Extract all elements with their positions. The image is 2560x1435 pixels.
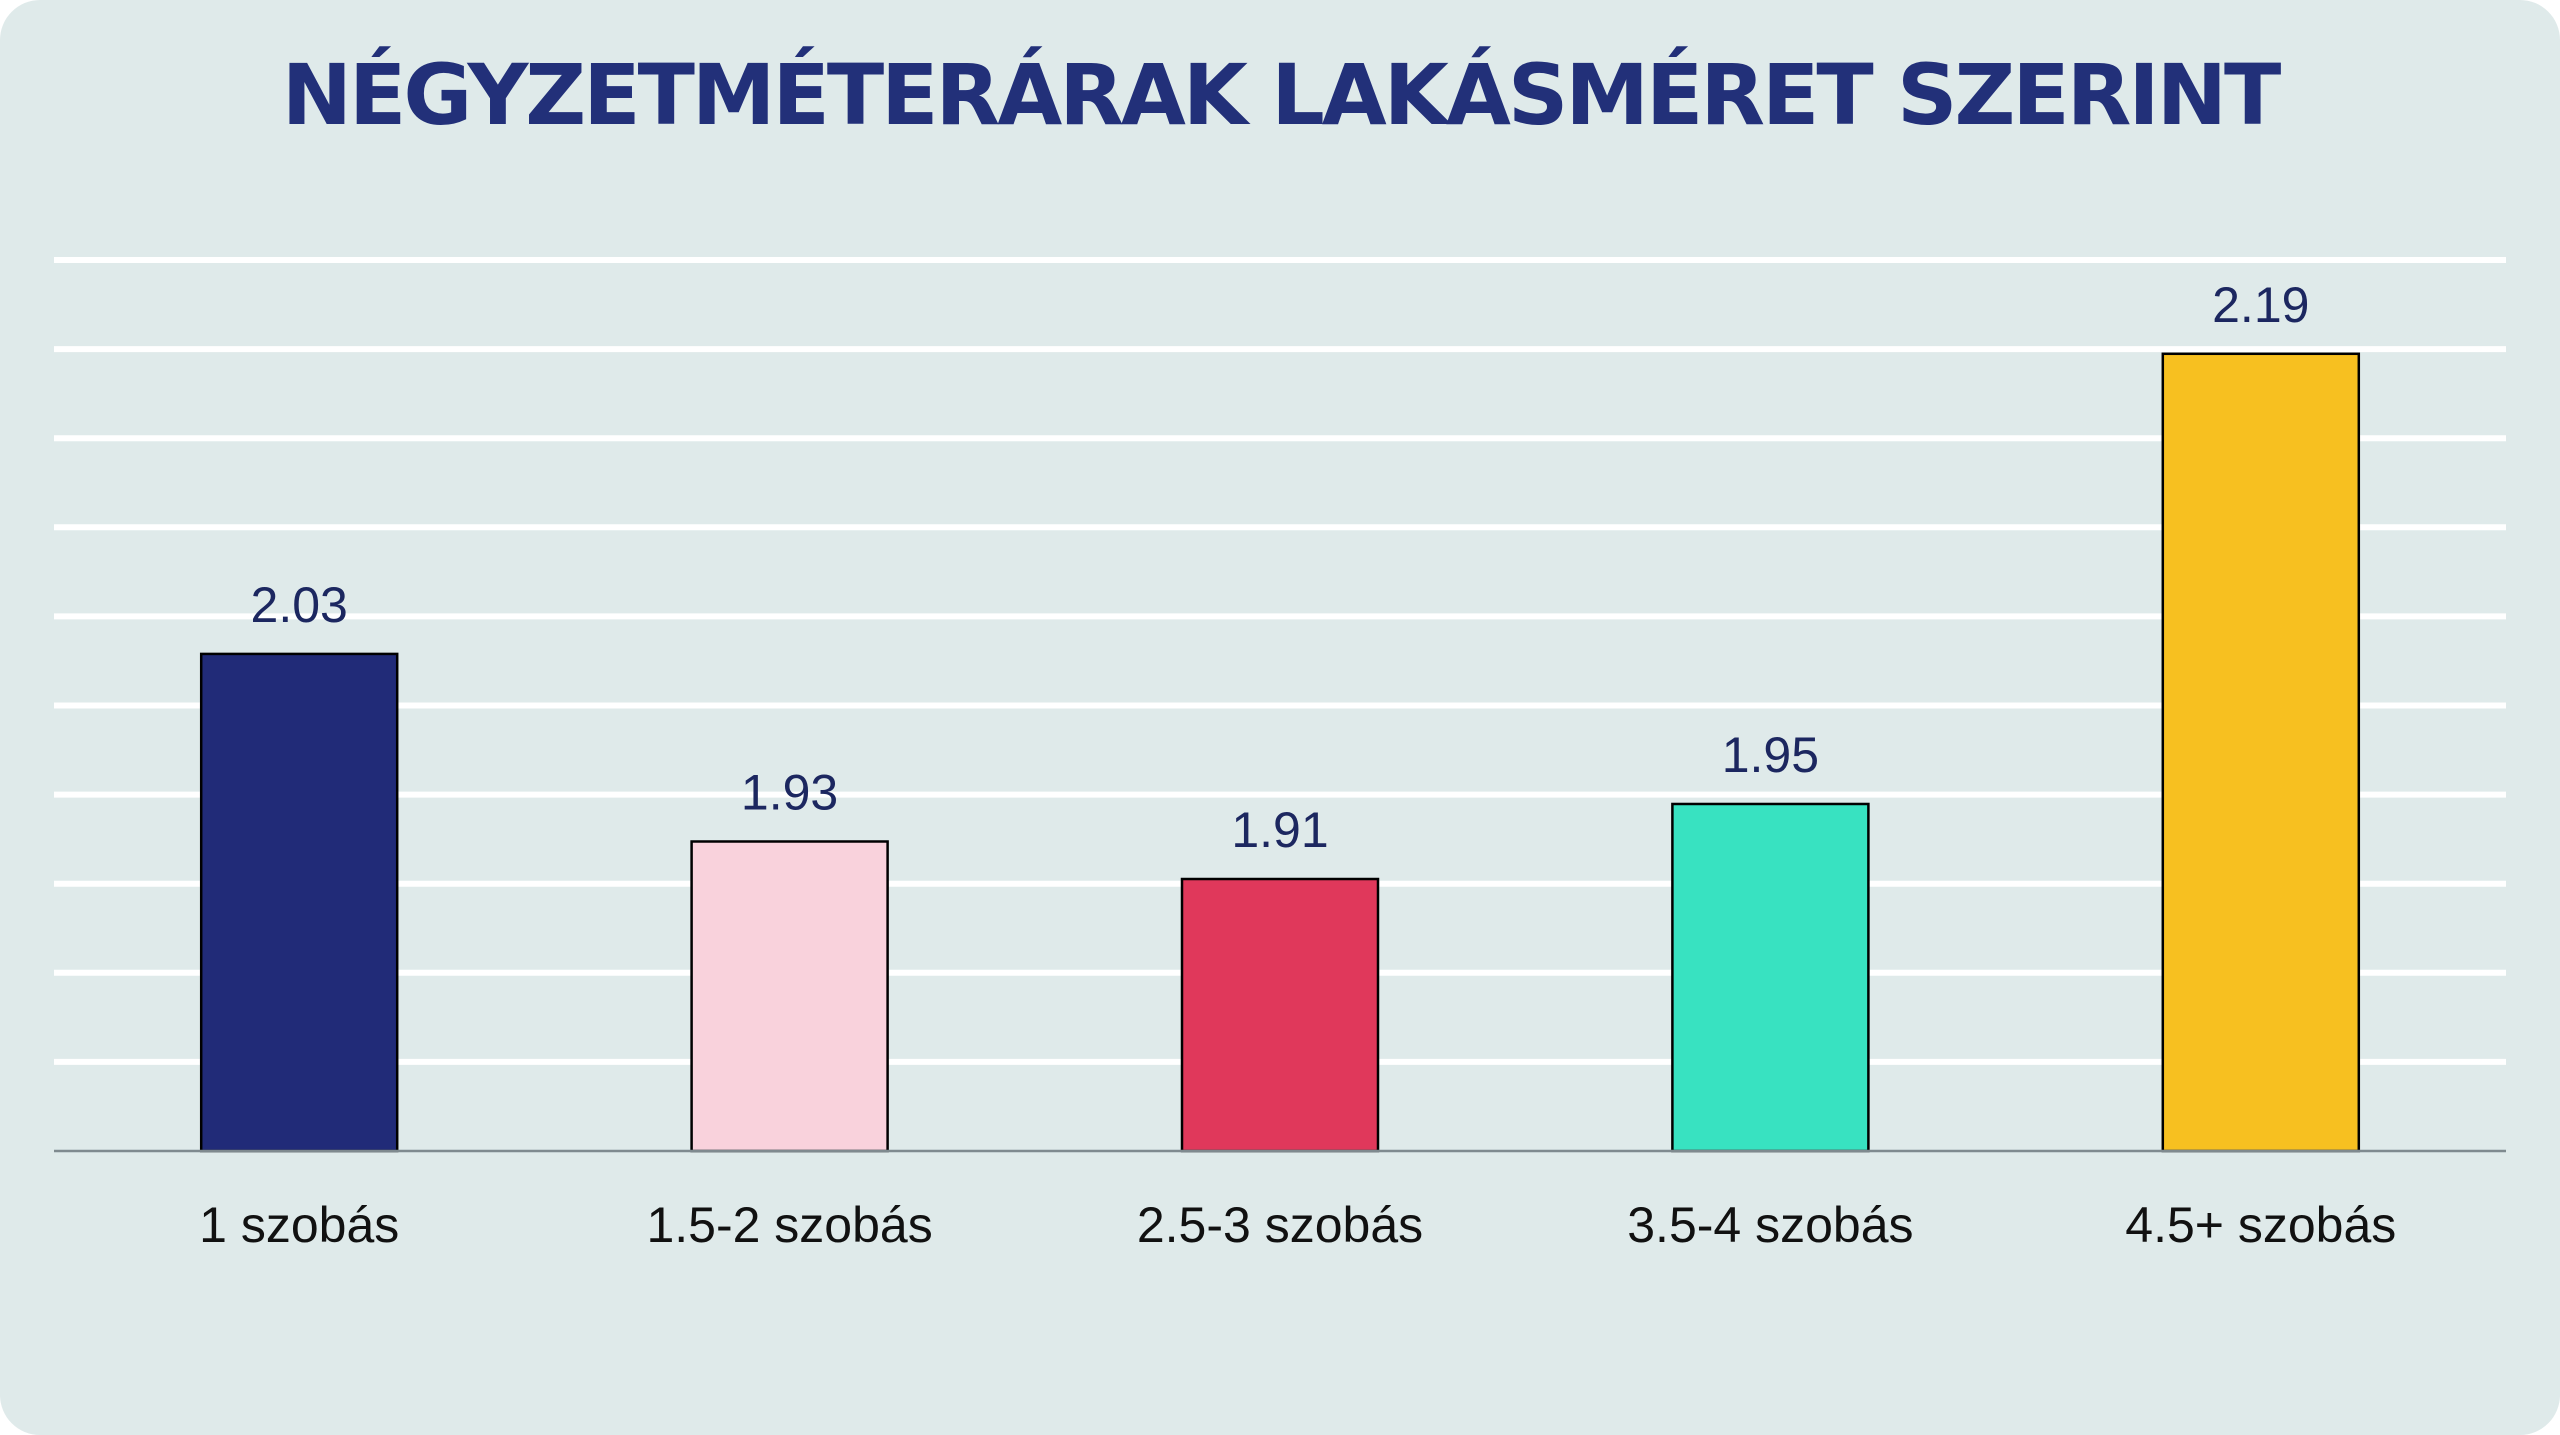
x-tick-label: 1 szobás	[199, 1197, 399, 1253]
bar	[690, 840, 889, 1153]
bar	[2161, 352, 2361, 1153]
data-label: 1.95	[1722, 727, 1819, 783]
data-label: 1.93	[741, 764, 838, 820]
bar	[199, 652, 399, 1153]
x-tick-label: 1.5-2 szobás	[646, 1197, 932, 1253]
bar	[1180, 877, 1380, 1153]
data-label: 2.03	[251, 577, 348, 633]
bar	[1671, 802, 1870, 1153]
data-label: 2.19	[2212, 277, 2309, 333]
chart-title: NÉGYZETMÉTERÁRAK LAKÁSMÉRET SZERINT	[281, 46, 2282, 144]
data-label: 1.91	[1231, 802, 1328, 858]
x-tick-label: 2.5-3 szobás	[1137, 1197, 1423, 1253]
x-tick-label: 3.5-4 szobás	[1627, 1197, 1913, 1253]
x-tick-label: 4.5+ szobás	[2125, 1197, 2396, 1253]
